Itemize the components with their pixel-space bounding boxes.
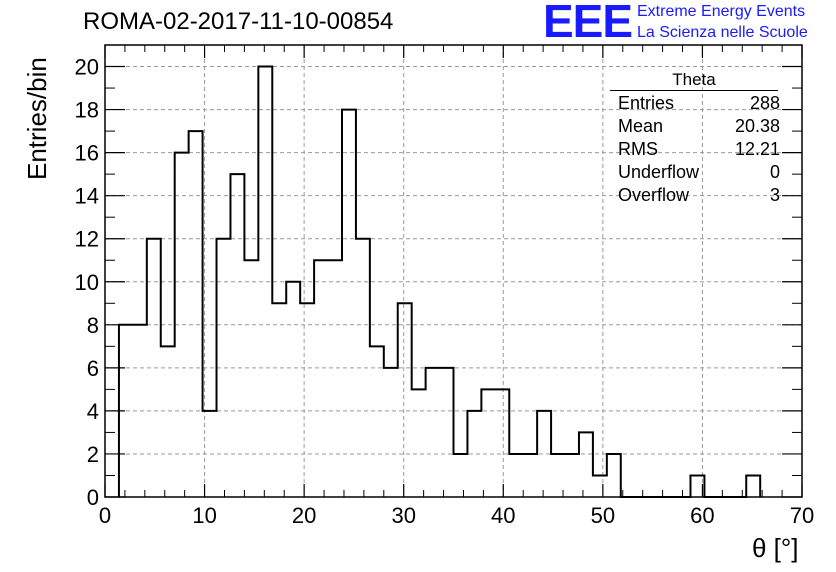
logo-line-extreme-energy-events: Extreme Energy Events	[637, 3, 806, 20]
x-tick-label: 70	[790, 503, 814, 528]
y-tick-label: 4	[87, 399, 99, 424]
chart-title: ROMA-02-2017-11-10-00854	[83, 8, 394, 35]
x-tick-labels: 0 10 20 30 40 50 60 70	[99, 503, 814, 528]
y-tick-label: 2	[87, 442, 99, 467]
y-tick-label: 12	[75, 227, 99, 252]
stats-title-rule	[610, 90, 778, 91]
eee-logo-mark: EEE	[543, 0, 633, 47]
x-tick-label: 40	[491, 503, 515, 528]
y-tick-label: 10	[75, 270, 99, 295]
stats-row-rms: RMS 12.21	[618, 139, 780, 161]
stats-row-underflow: Underflow 0	[618, 162, 780, 184]
stats-key: Overflow	[618, 185, 690, 205]
y-tick-label: 16	[75, 141, 99, 166]
stats-key: Mean	[618, 116, 664, 136]
grid-lines	[105, 45, 802, 497]
eee-logo: EEE Extreme Energy Events La Scienza nel…	[543, 0, 833, 47]
stats-value: 12.21	[734, 139, 780, 159]
x-tick-label: 30	[391, 503, 415, 528]
x-axis-label: θ [°]	[752, 533, 799, 563]
stats-value: 3	[769, 185, 780, 205]
x-tick-label: 60	[690, 503, 714, 528]
x-tick-label: 10	[192, 503, 216, 528]
y-tick-label: 0	[87, 485, 99, 510]
x-tick-label: 0	[99, 503, 111, 528]
x-tick-label: 20	[292, 503, 316, 528]
y-tick-label: 8	[87, 313, 99, 338]
y-tick-label: 14	[75, 184, 99, 209]
stats-value: 20.38	[734, 116, 780, 136]
logo-line-la-scienza: La Scienza nelle Scuole	[637, 24, 808, 41]
stats-key: Entries	[618, 93, 675, 113]
stats-row-mean: Mean 20.38	[618, 116, 780, 138]
y-tick-label: 6	[87, 356, 99, 381]
stats-row-entries: Entries 288	[618, 93, 780, 115]
y-tick-labels: 0 2 4 6 8 10 12 14 16 18 20	[75, 55, 99, 510]
stats-key: RMS	[618, 139, 658, 159]
y-tick-label: 18	[75, 98, 99, 123]
stats-title: Theta	[672, 70, 716, 89]
y-axis-label: Entries/bin	[22, 57, 52, 180]
stats-row-overflow: Overflow 3	[618, 185, 780, 207]
stats-key: Underflow	[618, 162, 700, 182]
axis-ticks	[104, 45, 803, 498]
plot-frame	[104, 44, 803, 498]
stats-value: 288	[749, 93, 780, 113]
y-tick-label: 20	[75, 55, 99, 80]
stats-value: 0	[769, 162, 780, 182]
x-tick-label: 50	[591, 503, 615, 528]
